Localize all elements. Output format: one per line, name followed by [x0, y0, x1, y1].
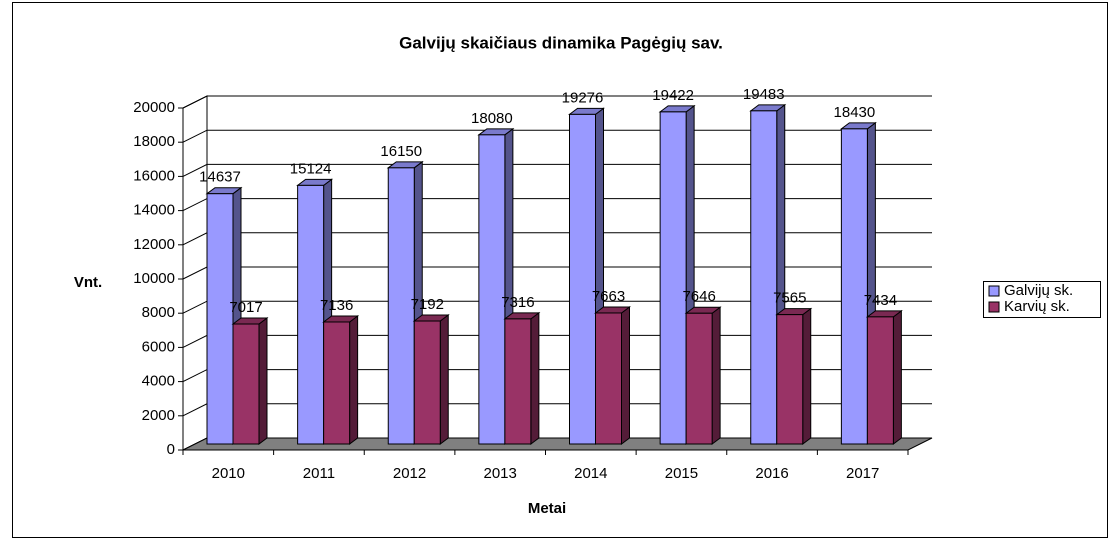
- value-label: 14637: [199, 169, 241, 186]
- value-label: 7192: [411, 296, 444, 313]
- bar: [865, 309, 903, 445]
- y-tick-label: 8000: [142, 304, 175, 321]
- y-tick-label: 2000: [142, 407, 175, 424]
- bar-face: [297, 184, 325, 445]
- bar-face: [659, 111, 687, 445]
- y-tick-label: 18000: [133, 133, 175, 150]
- value-label: 19422: [652, 87, 694, 104]
- y-tick-label: 0: [167, 441, 175, 458]
- x-axis-label: Metai: [528, 500, 566, 517]
- bar-face: [349, 314, 359, 445]
- chart-title: Galvijų skaičiaus dinamika Pagėgių sav.: [399, 33, 723, 52]
- value-label: 7316: [501, 294, 534, 311]
- value-label: 15124: [290, 160, 332, 177]
- x-tick-label: 2017: [846, 465, 879, 482]
- y-tick-label: 6000: [142, 338, 175, 355]
- bar-face: [232, 323, 260, 445]
- value-label: 18080: [471, 110, 513, 127]
- bar-face: [750, 110, 778, 445]
- x-tick-label: 2016: [755, 465, 788, 482]
- y-tick-label: 12000: [133, 236, 175, 253]
- legend: [983, 281, 1101, 318]
- y-tick-label: 14000: [133, 202, 175, 219]
- x-tick-label: 2013: [484, 465, 517, 482]
- bar-face: [387, 167, 415, 445]
- bar-face: [439, 314, 449, 445]
- x-tick-label: 2012: [393, 465, 426, 482]
- bar-face: [595, 312, 622, 445]
- x-tick-label: 2014: [574, 465, 607, 482]
- floor: [182, 437, 933, 451]
- y-tick-label: 10000: [133, 270, 175, 287]
- chart-border: [12, 2, 1108, 538]
- bar: [412, 314, 450, 445]
- y-axis-label: Vnt.: [74, 274, 102, 291]
- value-label: 7663: [592, 288, 625, 305]
- bar-face: [478, 134, 506, 445]
- bar-face: [206, 193, 234, 445]
- value-label: 19483: [743, 86, 785, 103]
- value-label: 7434: [864, 292, 897, 309]
- value-label: 18430: [834, 104, 876, 121]
- bar: [684, 306, 722, 445]
- y-tick-label: 16000: [133, 167, 175, 184]
- bar: [503, 311, 541, 445]
- x-tick-label: 2010: [212, 465, 245, 482]
- legend-label: Galvijų sk.: [1004, 282, 1073, 299]
- bar: [775, 307, 813, 445]
- x-tick-label: 2011: [303, 465, 335, 482]
- bar-face: [711, 306, 721, 445]
- bar-face: [530, 311, 540, 445]
- bar-face: [323, 321, 351, 445]
- legend-swatch: [988, 301, 1000, 313]
- value-label: 7646: [682, 288, 715, 305]
- bar-face: [504, 318, 532, 445]
- bar: [231, 317, 269, 445]
- value-label: 16150: [380, 143, 422, 160]
- legend-label: Karvių sk.: [1004, 298, 1070, 315]
- bar: [205, 186, 243, 445]
- bar: [594, 305, 631, 445]
- bar-face: [621, 305, 630, 445]
- bar-face: [569, 113, 596, 445]
- bar-face: [413, 320, 441, 445]
- bar-face: [840, 128, 868, 445]
- legend-swatch: [988, 285, 1000, 297]
- bar-face: [892, 309, 902, 445]
- bar-face: [776, 314, 804, 445]
- value-label: 7565: [773, 290, 806, 307]
- bar-face: [866, 316, 894, 445]
- grid-line: [182, 95, 932, 109]
- bar-face: [802, 307, 812, 445]
- value-label: 7017: [229, 299, 262, 316]
- y-tick-label: 20000: [133, 99, 175, 116]
- x-tick-label: 2015: [665, 465, 698, 482]
- bar: [322, 314, 360, 445]
- bar-face: [685, 312, 713, 445]
- bar-face: [258, 317, 268, 445]
- value-label: 7136: [320, 297, 353, 314]
- value-label: 19276: [562, 89, 604, 106]
- y-tick-label: 4000: [142, 373, 175, 390]
